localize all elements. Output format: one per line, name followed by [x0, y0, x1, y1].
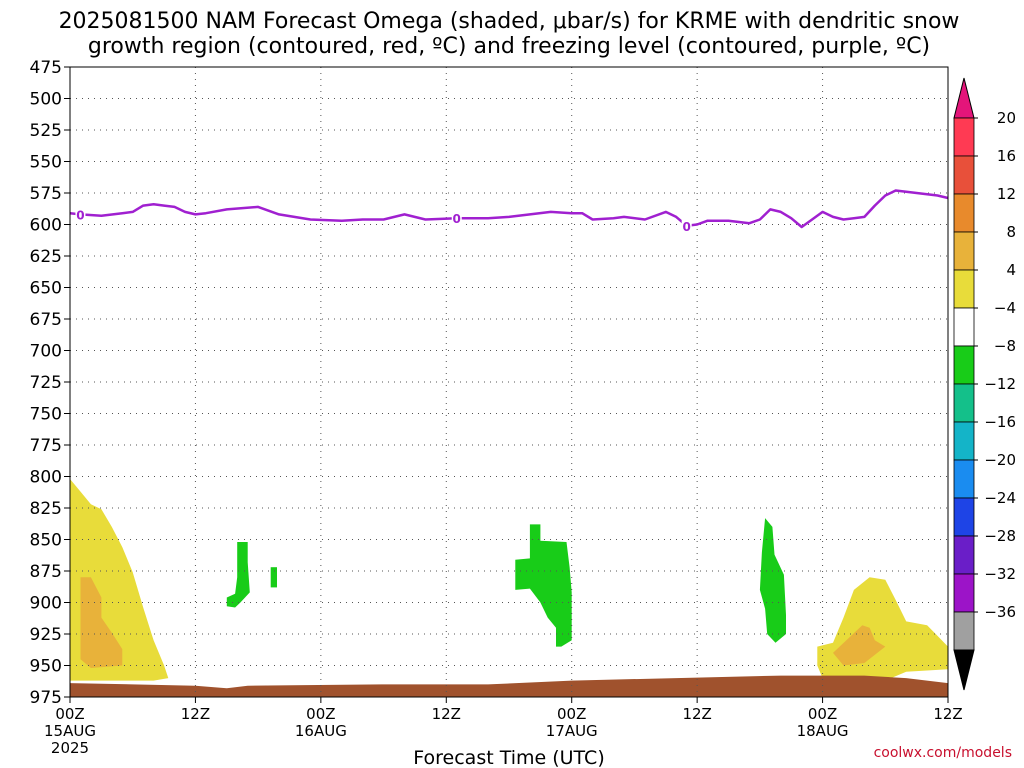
colorbar-label: −16 — [984, 413, 1016, 431]
colorbar-label: −20 — [984, 451, 1016, 469]
colorbar: 20 16 12 8 4 −4 −8 −12 −16 −20 −24 −28 −32 −36 — [953, 77, 1016, 691]
y-tick-label: 550 — [30, 153, 62, 173]
colorbar-label: 4 — [1006, 261, 1016, 279]
colorbar-band — [953, 231, 975, 271]
x-tick-year: 2025 — [51, 739, 89, 757]
y-tick-label: 950 — [30, 657, 62, 677]
x-tick-date: 16AUG — [295, 722, 347, 740]
colorbar-label: −4 — [994, 299, 1016, 317]
chart-title-line-2: growth region (contoured, red, ºC) and f… — [88, 34, 930, 59]
colorbar-band — [953, 573, 975, 613]
freezing-level-label-bg — [75, 207, 86, 222]
chart-title-line-1: 2025081500 NAM Forecast Omega (shaded, μ… — [59, 9, 960, 34]
x-tick-label: 00Z — [55, 705, 84, 723]
x-axis-label: Forecast Time (UTC) — [413, 747, 604, 768]
freezing-level-label: 0 — [683, 220, 691, 234]
y-axis: 475 500 525 550 575 600 625 650 675 700 725 750 775 8… — [30, 58, 70, 708]
y-tick-label: 800 — [30, 468, 62, 488]
omega-region-3 — [270, 567, 277, 588]
x-tick-label: 12Z — [933, 705, 962, 723]
y-tick-label: 850 — [30, 531, 62, 551]
colorbar-band — [953, 269, 975, 309]
y-tick-label: 875 — [30, 562, 62, 582]
freezing-level-label: 0 — [76, 208, 84, 222]
omega-region-6 — [817, 577, 948, 682]
colorbar-band — [953, 497, 975, 537]
colorbar-label: 12 — [997, 185, 1016, 203]
x-tick-date: 15AUG — [44, 722, 96, 740]
x-tick-date: 17AUG — [546, 722, 598, 740]
x-tick-label: 12Z — [432, 705, 461, 723]
freezing-level-line — [69, 189, 949, 229]
colorbar-label: 20 — [997, 109, 1016, 127]
colorbar-band — [953, 421, 975, 461]
colorbar-label: −36 — [984, 603, 1016, 621]
x-tick-label: 00Z — [808, 705, 837, 723]
colorbar-label: −12 — [984, 375, 1016, 393]
colorbar-label: 16 — [997, 147, 1016, 165]
colorbar-band — [953, 345, 975, 385]
colorbar-band — [953, 307, 975, 347]
y-tick-label: 575 — [30, 184, 62, 204]
colorbar-label: −32 — [984, 565, 1016, 583]
y-tick-label: 600 — [30, 216, 62, 236]
y-tick-label: 900 — [30, 594, 62, 614]
colorbar-band — [953, 155, 975, 195]
y-tick-label: 925 — [30, 625, 62, 645]
y-tick-label: 975 — [30, 688, 62, 708]
x-tick-label: 12Z — [682, 705, 711, 723]
colorbar-band — [953, 383, 975, 423]
y-tick-label: 825 — [30, 499, 62, 519]
omega-region-4 — [515, 524, 572, 647]
y-tick-label: 750 — [30, 405, 62, 425]
omega-region-7 — [833, 625, 886, 666]
y-tick-label: 625 — [30, 247, 62, 267]
colorbar-band — [953, 535, 975, 575]
x-tick-label: 00Z — [557, 705, 586, 723]
colorbar-band — [953, 117, 975, 157]
colorbar-bottom-arrow — [953, 649, 975, 691]
colorbar-label: −28 — [984, 527, 1016, 545]
y-tick-label: 475 — [30, 58, 62, 78]
freezing-level-label-bg — [451, 211, 462, 226]
y-tick-label: 500 — [30, 90, 62, 110]
colorbar-label: −24 — [984, 489, 1016, 507]
y-tick-label: 775 — [30, 436, 62, 456]
plot-area: 0 0 0 — [69, 66, 949, 698]
x-tick-label: 12Z — [181, 705, 210, 723]
freezing-level-label-bg — [681, 218, 692, 233]
x-tick-label: 00Z — [306, 705, 335, 723]
y-tick-label: 675 — [30, 310, 62, 330]
terrain-fill — [70, 675, 948, 697]
y-tick-label: 525 — [30, 121, 62, 141]
omega-region-1 — [80, 577, 123, 668]
x-tick-date: 18AUG — [797, 722, 849, 740]
omega-region-2 — [226, 542, 250, 608]
colorbar-label: 8 — [1006, 223, 1016, 241]
colorbar-band — [953, 459, 975, 499]
freezing-level-label: 0 — [453, 212, 461, 226]
y-tick-label: 700 — [30, 342, 62, 362]
colorbar-label: −8 — [994, 337, 1016, 355]
credit-text: coolwx.com/models — [874, 745, 1012, 761]
y-tick-label: 650 — [30, 279, 62, 299]
colorbar-top-arrow — [953, 77, 975, 119]
omega-region-5 — [759, 518, 786, 643]
colorbar-band — [953, 193, 975, 233]
colorbar-band — [953, 611, 975, 651]
y-tick-label: 725 — [30, 373, 62, 393]
